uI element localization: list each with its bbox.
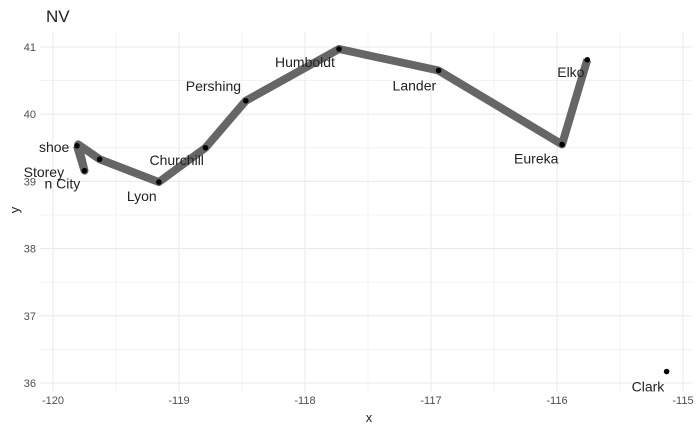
point-clark — [663, 368, 670, 375]
x-axis-title: x — [366, 410, 373, 425]
y-tick-label: 36 — [24, 378, 36, 390]
grid — [40, 32, 692, 392]
point-label-pershing: Pershing — [186, 78, 241, 94]
point-lyon — [156, 179, 162, 185]
point-label-humboldt: Humboldt — [275, 54, 335, 70]
point-label-eureka: Eureka — [514, 150, 559, 166]
point-churchill — [202, 145, 209, 151]
x-tick-label: -115 — [672, 395, 693, 407]
point-label-n-city: n City — [45, 176, 81, 192]
point-label-shoe: shoe — [39, 139, 70, 155]
y-axis-title: y — [7, 206, 22, 213]
point-label-storey: Storey — [24, 164, 64, 180]
x-tick-label: -117 — [420, 395, 441, 407]
axis-ticks: -120 -119 -118 -117 -116 -115 36 37 38 39 40 41 — [24, 42, 694, 407]
y-tick-label: 39 — [24, 176, 36, 188]
point-label-elko: Elko — [557, 64, 584, 80]
point-pershing — [242, 97, 249, 104]
point-label-lyon: Lyon — [127, 188, 157, 204]
point-elko — [584, 56, 591, 63]
point-lander — [435, 67, 442, 74]
point-shoe — [74, 142, 80, 149]
chart-title: NV — [46, 7, 70, 26]
x-tick-label: -119 — [168, 395, 189, 407]
point-storey — [96, 156, 103, 163]
point-eureka — [559, 141, 565, 148]
points-layer — [74, 46, 670, 375]
y-tick-label: 40 — [24, 109, 36, 121]
point-humboldt — [336, 46, 342, 52]
point-n-city — [81, 167, 88, 174]
x-tick-label: -118 — [294, 395, 315, 407]
y-tick-label: 38 — [24, 244, 36, 256]
y-tick-label: 41 — [24, 42, 36, 54]
x-tick-label: -116 — [546, 395, 567, 407]
point-label-lander: Lander — [393, 78, 437, 94]
y-tick-label: 37 — [24, 311, 36, 323]
point-label-clark: Clark — [632, 379, 666, 395]
x-tick-label: -120 — [42, 395, 64, 407]
point-label-churchill: Churchill — [149, 152, 203, 168]
